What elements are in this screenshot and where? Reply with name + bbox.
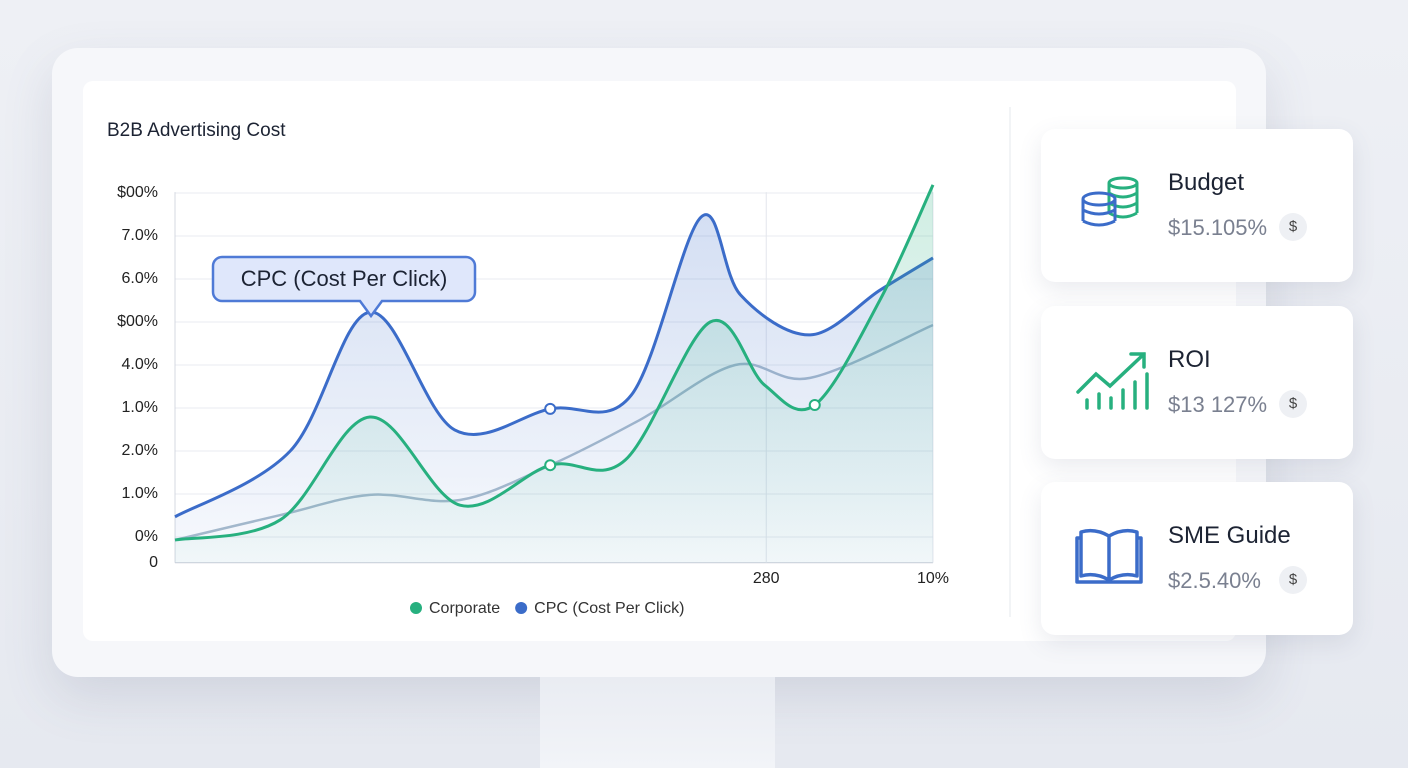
line <box>174 213 934 519</box>
guide-card[interactable]: SME Guide $2.5.40% $ <box>1041 482 1353 635</box>
card-title: Budget <box>1168 169 1245 196</box>
legend-label: Corporate <box>429 600 500 617</box>
chart-title: B2B Advertising Cost <box>107 120 286 141</box>
book-icon <box>1075 528 1143 584</box>
card-value: $2.5.40% <box>1168 568 1261 593</box>
monitor-stand <box>540 677 775 768</box>
growth-icon <box>1076 352 1149 410</box>
y-tick-label: 2.0% <box>122 442 158 459</box>
roi-card[interactable]: ROI $13 127% $ <box>1041 306 1353 459</box>
y-tick-label: 4.0% <box>122 356 158 373</box>
annotation-box <box>211 255 477 319</box>
card-value: $15.105% <box>1168 215 1268 240</box>
card-value: $13 127% <box>1168 392 1268 417</box>
card-title: ROI <box>1168 346 1211 373</box>
y-tick-label: 0 <box>149 554 158 571</box>
point-marker <box>808 398 821 411</box>
x-tick-label: 280 <box>753 570 780 587</box>
y-tick-label: 1.0% <box>122 399 158 416</box>
y-tick-label: $00% <box>117 313 158 330</box>
annotation: CPC (Cost Per Click) <box>211 255 477 319</box>
legend-label: CPC (Cost Per Click) <box>534 600 684 617</box>
annotation-text: CPC (Cost Per Click) <box>241 266 448 291</box>
line <box>174 184 935 542</box>
y-tick-label: 0% <box>135 528 158 545</box>
card-badge: $ <box>1279 390 1307 418</box>
x-tick-label: 10% <box>917 570 949 587</box>
point-marker <box>544 459 557 472</box>
coins-icon <box>1081 176 1139 227</box>
y-tick-label: 7.0% <box>122 227 158 244</box>
card-badge: $ <box>1279 213 1307 241</box>
legend-swatch <box>515 602 528 614</box>
area <box>175 184 933 563</box>
y-tick-label: 1.0% <box>122 485 158 502</box>
point-marker <box>544 402 557 415</box>
card-title: SME Guide <box>1168 522 1291 549</box>
budget-card[interactable]: Budget $15.105% $ <box>1041 129 1353 282</box>
legend-swatch <box>410 602 422 614</box>
card-badge: $ <box>1279 566 1307 594</box>
y-tick-label: 6.0% <box>122 270 158 287</box>
y-tick-label: $00% <box>117 184 158 201</box>
